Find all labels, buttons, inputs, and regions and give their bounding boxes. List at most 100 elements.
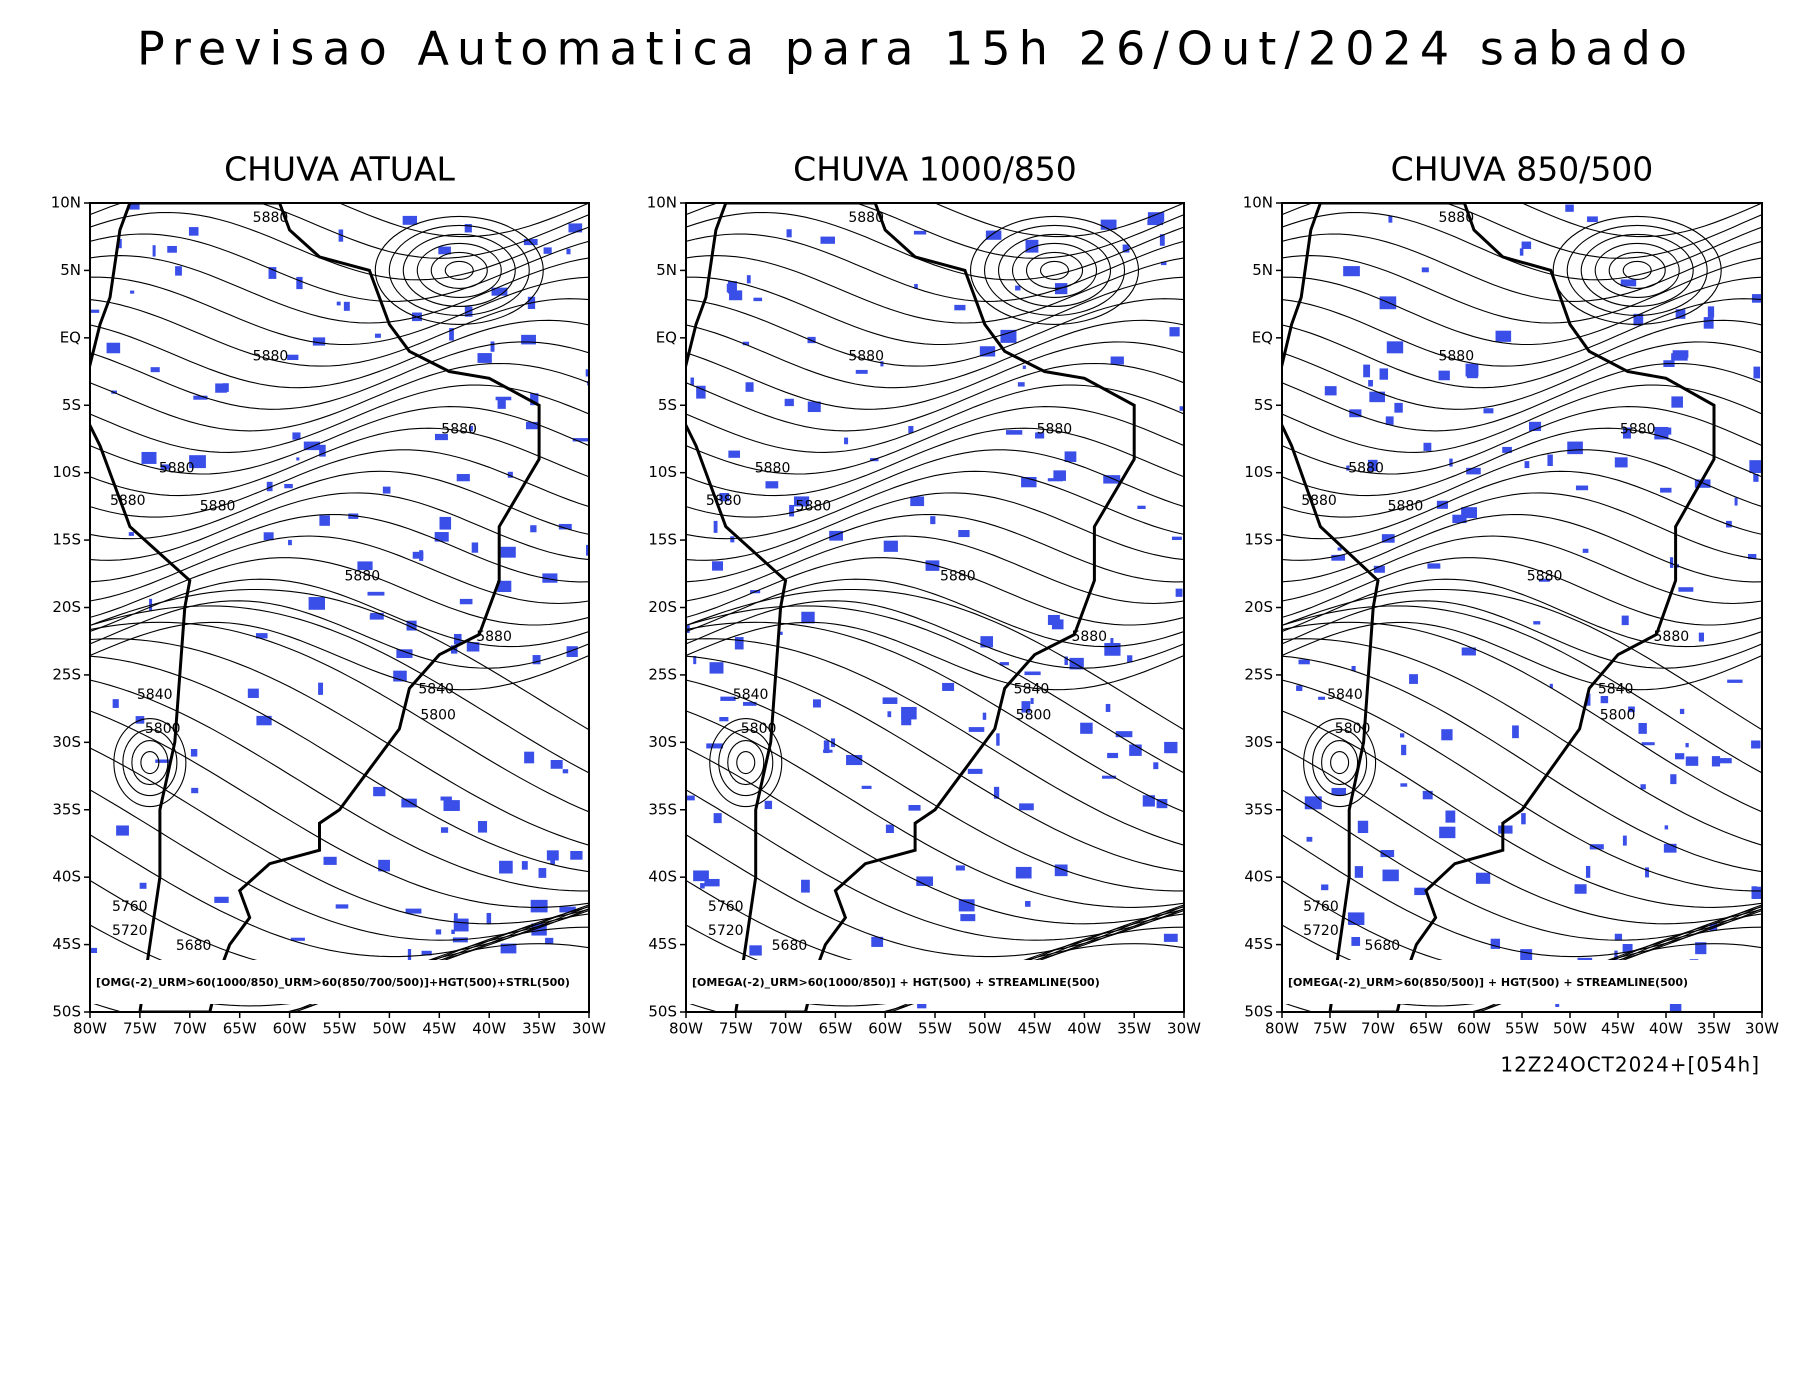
- stream-ring: [430, 251, 488, 289]
- rain-cell: [550, 759, 563, 769]
- rain-cell: [1751, 886, 1757, 899]
- contour-label: 5880: [476, 629, 512, 645]
- panel-caption: [OMG(-2)_URM>60(1000/850)_URM>60(850/700…: [96, 976, 570, 989]
- rain-cell: [1373, 565, 1385, 573]
- streamline: [686, 384, 1184, 453]
- rain-cell: [1347, 912, 1365, 926]
- streamline: [686, 655, 1184, 873]
- lon-label: 80W: [1265, 1020, 1299, 1038]
- stream-ring: [388, 224, 530, 316]
- contour-label: 5880: [848, 349, 884, 365]
- rain-cell: [1466, 467, 1481, 475]
- streamline: [90, 578, 589, 648]
- lon-label: 30W: [1745, 1020, 1779, 1038]
- rain-cell: [1614, 950, 1618, 963]
- rain-cell: [1394, 402, 1403, 413]
- rain-cell: [1035, 432, 1045, 439]
- streamline: [1282, 557, 1762, 626]
- rain-cell: [1401, 744, 1407, 756]
- rain-cell: [1582, 548, 1589, 553]
- rain-cell: [801, 611, 815, 624]
- streamline: [1282, 621, 1762, 813]
- contour-label: 5840: [418, 682, 454, 698]
- rain-cell: [1660, 487, 1672, 493]
- rain-cell: [1382, 869, 1399, 882]
- rain-cell: [801, 879, 810, 893]
- rain-cell: [1685, 743, 1689, 748]
- rain-cell: [1024, 671, 1041, 676]
- contour-label: 5880: [441, 422, 477, 438]
- stream-ring: [1330, 751, 1350, 775]
- streamline: [1282, 513, 1762, 583]
- rain-cell: [829, 530, 843, 541]
- stream-ring: [402, 233, 516, 307]
- rain-cell: [152, 245, 156, 257]
- contour-label: 5800: [420, 707, 456, 723]
- rain-cell: [1716, 758, 1732, 764]
- lon-label: 75W: [719, 1020, 753, 1038]
- contour-label: 5880: [1071, 629, 1107, 645]
- lat-label: 30S: [52, 733, 81, 751]
- rain-cell: [421, 950, 432, 956]
- rain-cell: [784, 398, 794, 407]
- rain-cell: [566, 248, 571, 255]
- rain-cell: [1357, 820, 1369, 834]
- streamline: [1282, 362, 1762, 432]
- streamline: [1282, 535, 1762, 605]
- contour-label: 5880: [848, 210, 884, 226]
- contour-label: 5760: [1303, 899, 1339, 915]
- caption-box: [90, 960, 589, 1004]
- lon-label: 60W: [1457, 1020, 1491, 1038]
- streamline: [1282, 470, 1762, 540]
- lat-label: 5S: [1254, 396, 1273, 414]
- contour-label: 5720: [112, 923, 148, 939]
- streamline: [1282, 384, 1762, 453]
- streamline: [1282, 679, 1762, 892]
- contour-label: 5800: [741, 721, 777, 737]
- rain-cell: [1620, 279, 1637, 287]
- rain-cell: [453, 918, 469, 932]
- rain-cell: [500, 546, 516, 558]
- rain-cell: [885, 824, 894, 833]
- contour-label: 5800: [1016, 707, 1052, 723]
- rain-cell: [141, 451, 157, 464]
- contour-label: 5680: [1365, 938, 1401, 954]
- rain-cell: [1030, 698, 1034, 704]
- rain-cell: [1438, 370, 1450, 381]
- streamline: [90, 203, 589, 259]
- rain-cell: [690, 377, 695, 385]
- rain-cell: [406, 620, 417, 631]
- contour-label: 5880: [1620, 422, 1656, 438]
- rain-cell: [1622, 427, 1631, 439]
- caption-box: [686, 960, 1184, 1004]
- contour-label: 5880: [1388, 498, 1424, 514]
- lat-label: 15S: [648, 531, 677, 549]
- rain-cell: [538, 868, 547, 878]
- streamline: [90, 679, 589, 892]
- streamline: [686, 298, 1184, 367]
- rain-cell: [507, 471, 513, 478]
- streamline: [686, 789, 1184, 941]
- contour-label: 5840: [137, 687, 173, 703]
- streamline: [90, 655, 589, 873]
- rain-cell: [1363, 364, 1371, 378]
- streamline: [686, 211, 1184, 281]
- stream-ring: [997, 233, 1112, 307]
- streamline: [90, 298, 589, 367]
- lon-label: 60W: [273, 1020, 307, 1038]
- contour-label: 5880: [706, 493, 742, 509]
- contour-label: 5880: [253, 210, 289, 226]
- rain-cell: [1331, 554, 1346, 561]
- lon-label: 55W: [1505, 1020, 1539, 1038]
- streamline: [686, 600, 1184, 669]
- rain-cell: [883, 540, 898, 552]
- rain-cell: [719, 717, 729, 722]
- stream-ring: [374, 215, 544, 325]
- rain-cell: [1324, 386, 1337, 396]
- rain-cell: [1156, 798, 1168, 809]
- rain-cell: [1654, 426, 1669, 440]
- rain-cell: [562, 769, 569, 774]
- lat-label: 10N: [647, 194, 677, 212]
- rain-cell: [1565, 204, 1574, 212]
